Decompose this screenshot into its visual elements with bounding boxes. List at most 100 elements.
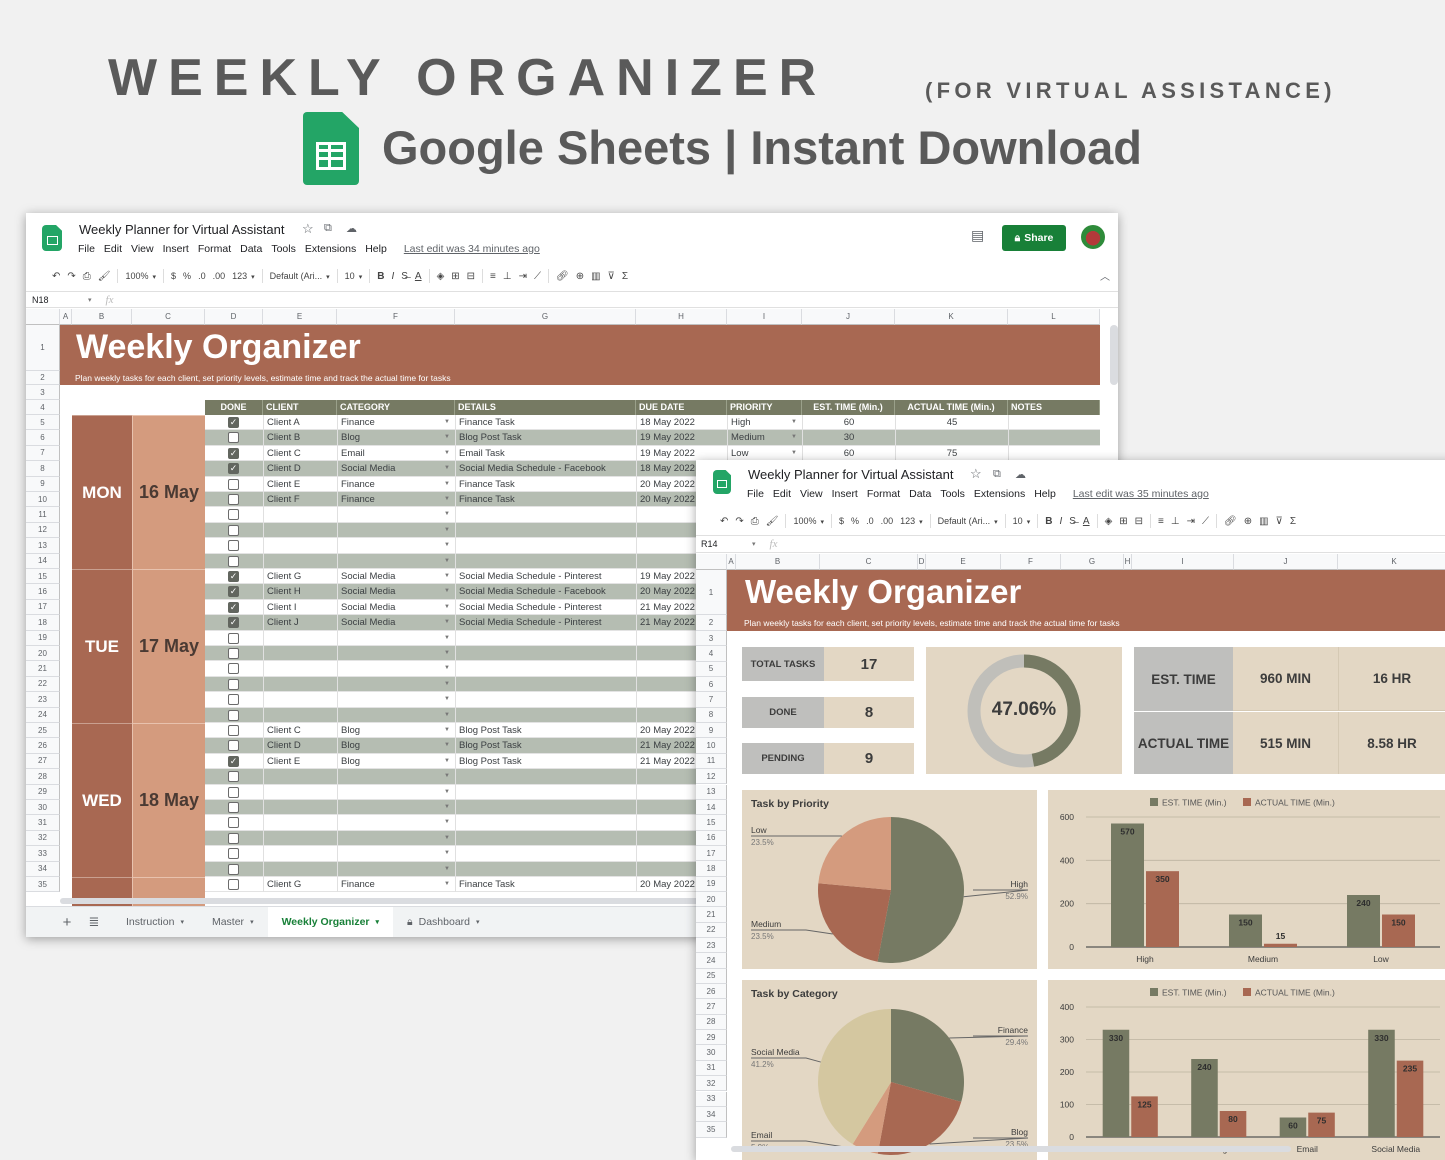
percent-format-button[interactable]: % <box>183 271 191 282</box>
category-dropdown-icon[interactable]: ▼ <box>444 850 450 856</box>
strikethrough-icon[interactable]: S̶ <box>401 271 408 282</box>
row-header[interactable]: 32 <box>696 1076 727 1091</box>
details-cell[interactable] <box>455 831 636 846</box>
paint-format-icon[interactable]: 🖌︎ <box>766 516 779 527</box>
client-cell[interactable]: Client D <box>263 461 337 476</box>
done-checkbox[interactable]: ✓ <box>228 756 239 767</box>
done-checkbox[interactable] <box>228 771 239 782</box>
insert-chart-icon[interactable]: ▥ <box>591 271 600 282</box>
column-header[interactable]: D <box>918 554 926 570</box>
row-header[interactable]: 5 <box>26 415 60 430</box>
bold-icon[interactable]: B <box>377 271 384 282</box>
row-header[interactable]: 31 <box>696 1061 727 1076</box>
row-header[interactable]: 22 <box>26 677 60 692</box>
all-sheets-icon[interactable]: ≣ <box>82 914 106 930</box>
details-cell[interactable]: Blog Post Task <box>455 738 636 753</box>
row-header[interactable]: 1 <box>696 570 727 615</box>
row-header[interactable]: 25 <box>696 969 727 984</box>
text-color-icon[interactable]: A <box>415 271 422 282</box>
row-header[interactable]: 9 <box>696 723 727 738</box>
done-checkbox[interactable] <box>228 802 239 813</box>
horizontal-align-icon[interactable]: ≡ <box>1158 516 1164 527</box>
menu-format[interactable]: Format <box>867 488 900 500</box>
client-cell[interactable] <box>263 862 337 877</box>
category-cell[interactable]: Blog <box>337 754 455 769</box>
row-header[interactable]: 10 <box>696 738 727 753</box>
row-header[interactable]: 16 <box>26 584 60 599</box>
font-select[interactable]: Default (Ari...▾ <box>938 516 998 527</box>
done-checkbox[interactable] <box>228 848 239 859</box>
sheet-tab-dashboard[interactable]: 🔒︎Dashboard▾ <box>393 907 493 938</box>
client-cell[interactable] <box>263 692 337 707</box>
client-cell[interactable]: Client E <box>263 477 337 492</box>
details-cell[interactable] <box>455 554 636 569</box>
details-cell[interactable]: Social Media Schedule - Pinterest <box>455 615 636 630</box>
category-cell[interactable]: Social Media <box>337 584 455 599</box>
est-time-cell[interactable]: 30 <box>802 430 895 445</box>
details-cell[interactable]: Social Media Schedule - Pinterest <box>455 600 636 615</box>
done-checkbox[interactable] <box>228 833 239 844</box>
number-format-select[interactable]: 123▾ <box>232 271 255 282</box>
due-date-cell[interactable]: 19 May 2022 <box>636 430 727 445</box>
category-dropdown-icon[interactable]: ▼ <box>444 696 450 702</box>
details-cell[interactable] <box>455 677 636 692</box>
category-cell[interactable] <box>337 538 455 553</box>
italic-icon[interactable]: I <box>1059 516 1062 527</box>
name-box-dropdown-icon[interactable]: ▾ <box>752 540 756 548</box>
font-size-select[interactable]: 10▾ <box>1013 516 1031 527</box>
client-cell[interactable]: Client F <box>263 492 337 507</box>
menu-extensions[interactable]: Extensions <box>305 243 356 255</box>
insert-comment-icon[interactable]: ⊕ <box>576 271 584 282</box>
redo-icon[interactable]: ↷ <box>735 516 743 527</box>
client-cell[interactable] <box>263 769 337 784</box>
row-header[interactable]: 19 <box>696 877 727 892</box>
row-header[interactable]: 32 <box>26 831 60 846</box>
collapse-toolbar-icon[interactable]: ︿ <box>1100 268 1110 283</box>
client-cell[interactable]: Client C <box>263 723 337 738</box>
category-cell[interactable] <box>337 831 455 846</box>
client-cell[interactable]: Client I <box>263 600 337 615</box>
done-checkbox[interactable]: ✓ <box>228 571 239 582</box>
notes-cell[interactable] <box>1008 446 1100 461</box>
row-header[interactable]: 34 <box>696 1107 727 1122</box>
details-cell[interactable] <box>455 692 636 707</box>
borders-icon[interactable]: ⊞ <box>1119 516 1127 527</box>
share-button[interactable]: 🔒︎Share <box>1002 225 1066 251</box>
notes-cell[interactable] <box>1008 415 1100 430</box>
italic-icon[interactable]: I <box>391 271 394 282</box>
row-header[interactable]: 19 <box>26 631 60 646</box>
priority-dropdown-icon[interactable]: ▼ <box>791 450 797 456</box>
row-header[interactable]: 14 <box>696 800 727 815</box>
number-format-select[interactable]: 123▾ <box>900 516 923 527</box>
details-cell[interactable]: Finance Task <box>455 492 636 507</box>
details-cell[interactable]: Social Media Schedule - Facebook <box>455 461 636 476</box>
row-header[interactable]: 10 <box>26 492 60 507</box>
category-dropdown-icon[interactable]: ▼ <box>444 419 450 425</box>
row-header[interactable]: 11 <box>696 754 727 769</box>
move-folder-icon[interactable]: ⧉ <box>324 222 332 235</box>
column-header[interactable]: I <box>727 309 802 325</box>
details-cell[interactable] <box>455 769 636 784</box>
filter-icon[interactable]: ⊽ <box>1276 516 1283 527</box>
row-header[interactable]: 2 <box>696 615 727 631</box>
star-icon[interactable]: ☆ <box>970 466 982 482</box>
client-cell[interactable] <box>263 800 337 815</box>
client-cell[interactable] <box>263 677 337 692</box>
formula-input[interactable] <box>113 292 1118 307</box>
increase-decimal-button[interactable]: .00 <box>213 271 226 282</box>
client-cell[interactable]: Client G <box>263 877 337 892</box>
column-header[interactable]: A <box>727 554 736 570</box>
notes-cell[interactable] <box>1008 430 1100 445</box>
menu-edit[interactable]: Edit <box>104 243 122 255</box>
category-cell[interactable] <box>337 523 455 538</box>
font-select[interactable]: Default (Ari...▾ <box>270 271 330 282</box>
sheets-home-icon[interactable] <box>42 225 62 251</box>
category-dropdown-icon[interactable]: ▼ <box>444 881 450 887</box>
row-header[interactable]: 13 <box>26 538 60 553</box>
print-icon[interactable]: ⎙ <box>751 516 759 527</box>
row-header[interactable]: 12 <box>26 523 60 538</box>
row-header[interactable]: 11 <box>26 507 60 522</box>
priority-dropdown-icon[interactable]: ▼ <box>791 434 797 440</box>
done-checkbox[interactable] <box>228 525 239 536</box>
category-cell[interactable]: Email <box>337 446 455 461</box>
